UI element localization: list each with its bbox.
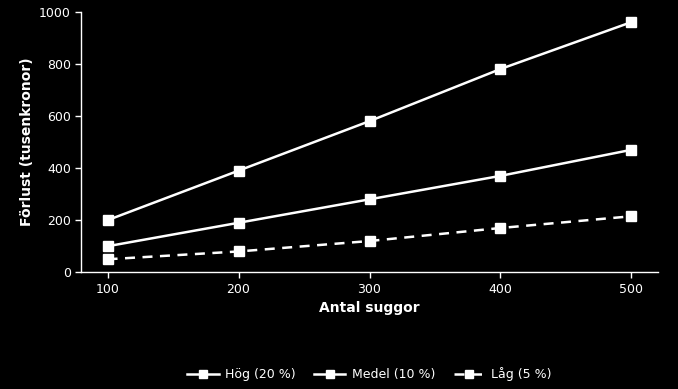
X-axis label: Antal suggor: Antal suggor [319, 301, 420, 315]
Y-axis label: Förlust (tusenkronor): Förlust (tusenkronor) [20, 58, 33, 226]
Legend: Hög (20 %), Medel (10 %), Låg (5 %): Hög (20 %), Medel (10 %), Låg (5 %) [182, 362, 557, 386]
